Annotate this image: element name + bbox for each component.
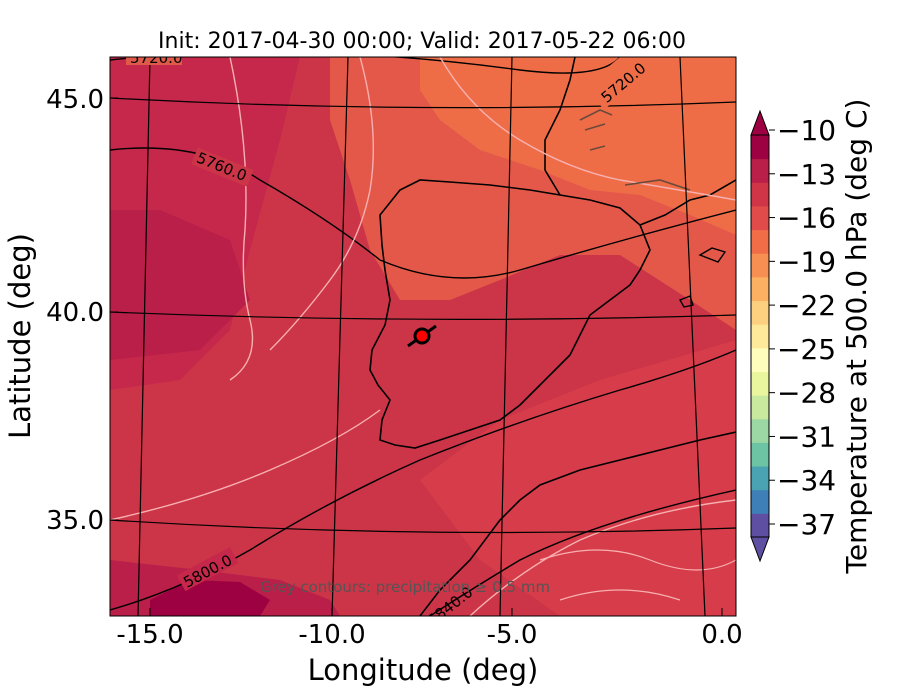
- colorbar-tick-label: −13: [777, 158, 836, 191]
- isotherm-6: [539, 549, 736, 601]
- colorbar-tick-label: −31: [777, 420, 836, 453]
- map-area[interactable]: 5720.0 5720.0 5760.0 5800.0 5840.0 Grey …: [110, 49, 736, 630]
- isotherm-4: [110, 409, 381, 521]
- map-frame: [109, 56, 737, 617]
- x-tick-label: -5.0: [487, 620, 538, 650]
- colorbar-segment: [751, 158, 769, 183]
- colorbar-top-extension: [750, 109, 770, 136]
- y-tick-label: 45.0: [46, 85, 104, 115]
- precipitation-note: Grey contours: precipitation ≥ 0.5 mm: [260, 578, 550, 596]
- chart-title: Init: 2017-04-30 00:00; Valid: 2017-05-2…: [158, 29, 686, 54]
- colorbar-segment: [751, 253, 769, 278]
- colorbar-segment: [751, 418, 769, 443]
- temperature-band-southeast: [420, 340, 736, 616]
- height-contour-5720: [110, 57, 621, 74]
- colorbar-segment: [751, 513, 769, 538]
- y-axis: 45.0 40.0 35.0 Latitude (deg): [3, 85, 118, 536]
- temperature-band-coldest: [150, 580, 270, 616]
- height-contour-5840: [429, 489, 736, 616]
- temperature-band-warmest: [420, 57, 736, 235]
- colorbar-tick-label: −34: [777, 464, 836, 497]
- coastline-africa: [419, 431, 736, 616]
- colorbar-segment: [751, 347, 769, 372]
- colorbar-tick-label: −16: [777, 202, 836, 235]
- colorbar-frame: [750, 134, 770, 538]
- x-axis-label: Longitude (deg): [308, 653, 539, 687]
- colorbar-tick-label: −37: [777, 508, 836, 541]
- colorbar-segment: [751, 489, 769, 514]
- colorbar-segment: [751, 442, 769, 467]
- colorbar-tick-label: −22: [777, 289, 836, 322]
- y-tick-label: 40.0: [46, 298, 104, 328]
- colorbar-segment: [751, 135, 769, 160]
- colorbar-segment: [751, 371, 769, 396]
- colorbar-label: Temperature at 500.0 hPa (deg C): [840, 99, 873, 575]
- temperature-band-cold: [110, 210, 250, 360]
- colorbar-segment: [751, 205, 769, 231]
- colorbar-segment: [751, 229, 769, 254]
- x-tick-label: -15.0: [116, 620, 183, 650]
- colorbar-tick-label: −19: [777, 245, 836, 278]
- colorbar-segment: [751, 276, 769, 302]
- colorbar: −10 −13 −16 −19 −22 −25 −28 −31 −34 −37 Temperatu…: [750, 99, 873, 575]
- coastline-iberia: [369, 179, 651, 449]
- colorbar-segment: [751, 182, 769, 207]
- station-marker[interactable]: [407, 324, 437, 348]
- colorbar-ticks: −10 −13 −16 −19 −22 −25 −28 −31 −34 −37: [769, 114, 836, 541]
- colorbar-segment: [751, 300, 769, 325]
- isotherm-5: [469, 499, 736, 616]
- colorbar-segment: [751, 395, 769, 420]
- colorbar-segments: [751, 135, 769, 538]
- x-tick-label: 0.0: [701, 620, 742, 650]
- isotherm-2: [269, 57, 375, 351]
- colorbar-bottom-extension: [750, 536, 770, 563]
- colorbar-tick-label: −25: [777, 333, 836, 366]
- colorbar-tick-label: −10: [777, 114, 836, 147]
- graticule: [110, 57, 736, 616]
- y-tick-label: 35.0: [46, 506, 104, 536]
- y-axis-label: Latitude (deg): [3, 233, 37, 439]
- x-tick-label: -10.0: [298, 620, 365, 650]
- colorbar-segment: [751, 324, 769, 349]
- isotherm-3: [439, 57, 736, 201]
- contour-label-5720-north: 5720.0: [130, 49, 183, 67]
- coastline-mediterranean-islands: [678, 247, 727, 308]
- coastline-france: [544, 57, 736, 226]
- precipitation-contours: [579, 109, 691, 191]
- x-axis: -15.0 -10.0 -5.0 0.0 Longitude (deg): [116, 608, 743, 687]
- colorbar-tick-label: −28: [777, 377, 836, 410]
- isotherm-1: [229, 57, 254, 381]
- colorbar-segment: [751, 466, 769, 491]
